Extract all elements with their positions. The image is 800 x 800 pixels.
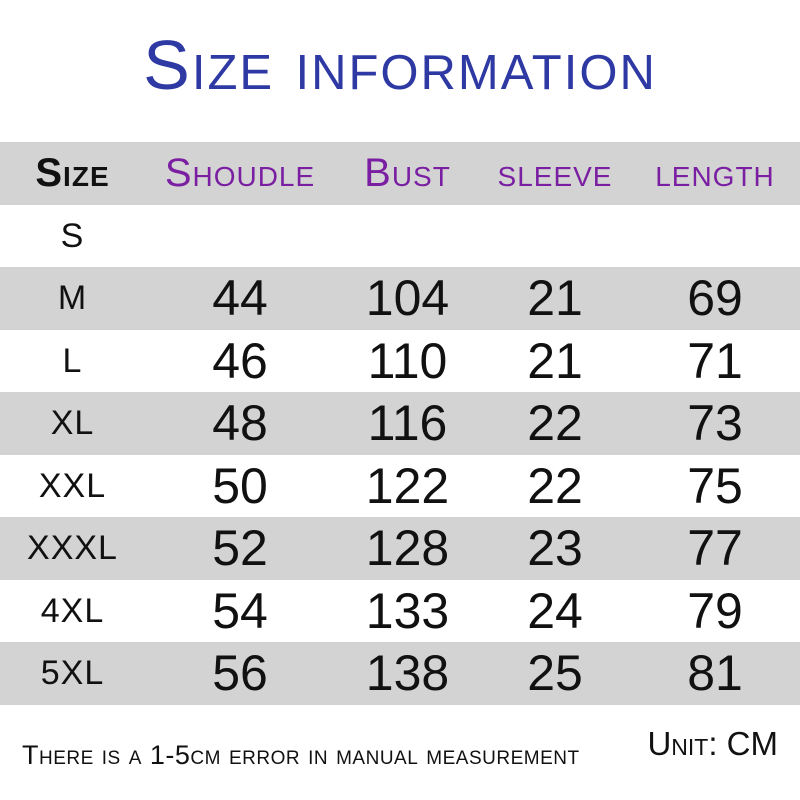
- table-row-xxl: XXL 50 122 22 75: [0, 455, 800, 518]
- sleeve-value: 22: [527, 395, 583, 452]
- bust-value: 116: [367, 395, 448, 452]
- table-body: S M 44 104 21 69 L 46 110 21 71 XL: [0, 205, 800, 705]
- sleeve-value: 22: [527, 457, 583, 514]
- bust-value: 122: [365, 457, 450, 514]
- column-header-sleeve: sleeve: [497, 151, 613, 196]
- column-header-bust: Bust: [364, 151, 451, 196]
- size-label: S: [60, 216, 85, 255]
- size-label: 4XL: [40, 591, 105, 630]
- shoulder-value: 48: [212, 395, 268, 452]
- column-header-length: length: [655, 151, 775, 196]
- length-value: 77: [687, 520, 743, 577]
- footer: There is a 1-5cm error in manual measure…: [0, 725, 800, 771]
- measurement-error-note: There is a 1-5cm error in manual measure…: [22, 739, 580, 770]
- bust-value: 133: [365, 582, 450, 639]
- sleeve-value: 21: [527, 332, 583, 389]
- bust-value: 104: [365, 270, 450, 327]
- shoulder-value: 54: [212, 582, 268, 639]
- size-label: XXL: [38, 466, 107, 505]
- table-row-xxxl: XXXL 52 128 23 77: [0, 517, 800, 580]
- shoulder-value: 50: [212, 457, 268, 514]
- column-header-shoulder: Shoudle: [164, 151, 316, 196]
- column-header-size: Size: [35, 151, 110, 196]
- table-row-4xl: 4XL 54 133 24 79: [0, 580, 800, 643]
- size-table: Size Shoudle Bust sleeve length S M 44 1…: [0, 142, 800, 705]
- size-label: L: [62, 341, 83, 380]
- length-value: 73: [687, 395, 743, 452]
- table-row-s: S: [0, 205, 800, 268]
- size-label: M: [57, 279, 88, 318]
- length-value: 75: [687, 457, 743, 514]
- table-row-xl: XL 48 116 22 73: [0, 392, 800, 455]
- size-label: XL: [50, 404, 95, 443]
- table-header-row: Size Shoudle Bust sleeve length: [0, 142, 800, 205]
- sleeve-value: 25: [527, 645, 583, 702]
- table-row-5xl: 5XL 56 138 25 81: [0, 642, 800, 705]
- shoulder-value: 44: [212, 270, 268, 327]
- title-section: Size information: [0, 0, 800, 142]
- sleeve-value: 21: [527, 270, 583, 327]
- bust-value: 128: [365, 520, 450, 577]
- bust-value: 110: [367, 332, 448, 389]
- shoulder-value: 46: [212, 332, 268, 389]
- size-label: XXXL: [27, 529, 118, 568]
- table-row-l: L 46 110 21 71: [0, 330, 800, 393]
- sleeve-value: 24: [527, 582, 583, 639]
- shoulder-value: 52: [212, 520, 268, 577]
- page-title: Size information: [143, 26, 657, 104]
- unit-label: Unit: CM: [647, 724, 778, 762]
- shoulder-value: 56: [212, 645, 268, 702]
- length-value: 71: [687, 332, 743, 389]
- size-label: 5XL: [40, 654, 105, 693]
- bust-value: 138: [365, 645, 450, 702]
- sleeve-value: 23: [527, 520, 583, 577]
- length-value: 81: [687, 645, 743, 702]
- table-row-m: M 44 104 21 69: [0, 267, 800, 330]
- length-value: 69: [687, 270, 743, 327]
- length-value: 79: [687, 582, 743, 639]
